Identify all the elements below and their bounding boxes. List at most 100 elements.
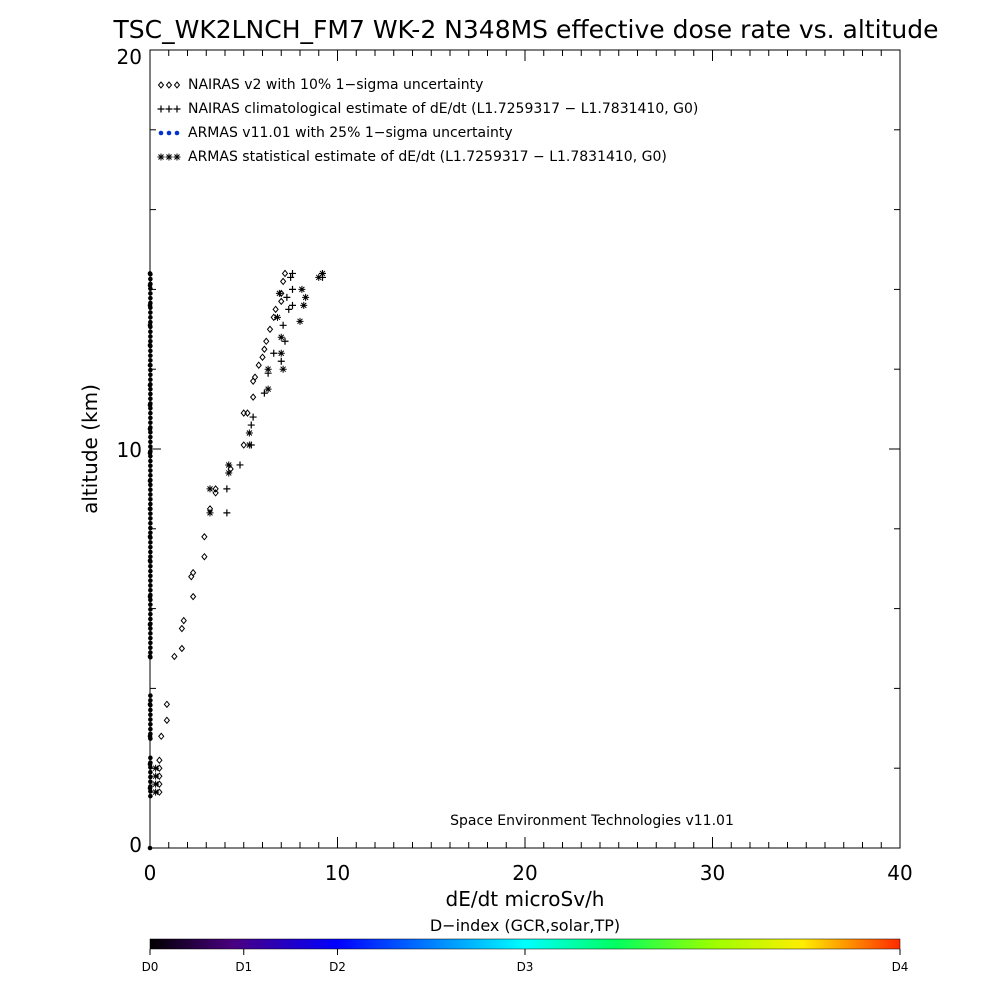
data-point	[266, 325, 274, 334]
data-point	[148, 760, 153, 765]
y-tick-label-0: 0	[129, 833, 142, 857]
data-point	[264, 365, 272, 373]
y-axis-label: altitude (km)	[78, 384, 102, 514]
data-point	[148, 377, 153, 382]
plot-frame	[149, 49, 901, 849]
y-tick-label-1: 10	[117, 438, 142, 462]
data-point	[148, 477, 153, 483]
data-point	[189, 592, 197, 601]
data-point	[148, 755, 153, 761]
x-axis-label: dE/dt microSv/h	[446, 887, 605, 911]
legend-label-nairas-v2: NAIRAS v2 with 10% 1−sigma uncertainty	[188, 77, 483, 93]
data-point	[148, 300, 153, 306]
colorbar-title: D−index (GCR,solar,TP)	[430, 916, 620, 935]
data-point	[148, 702, 153, 708]
data-point	[148, 607, 153, 612]
data-point	[148, 568, 153, 574]
data-point	[148, 386, 153, 392]
data-point	[302, 293, 310, 301]
data-point	[148, 722, 153, 727]
data-point	[148, 487, 153, 492]
data-point	[148, 406, 153, 411]
data-point	[148, 698, 153, 703]
data-point	[148, 372, 153, 378]
data-point	[277, 349, 285, 357]
data-point	[249, 413, 257, 421]
data-point	[148, 305, 153, 311]
data-point	[148, 276, 153, 282]
data-point	[283, 293, 291, 301]
data-point	[188, 572, 195, 581]
data-point	[148, 458, 153, 464]
data-point	[148, 310, 153, 315]
data-point	[180, 616, 187, 625]
data-point	[148, 281, 153, 287]
data-point	[212, 489, 219, 497]
legend-symbol-plus	[157, 105, 165, 113]
data-point	[225, 469, 233, 477]
data-point	[223, 509, 231, 517]
data-point	[148, 415, 153, 421]
data-point	[148, 468, 153, 473]
data-point	[279, 321, 287, 329]
data-point	[148, 382, 153, 387]
legend-symbol-asterisk	[157, 153, 165, 161]
data-point	[152, 780, 160, 788]
data-point	[148, 271, 153, 277]
data-point	[148, 769, 153, 775]
data-point	[264, 385, 272, 393]
data-point	[148, 549, 153, 555]
data-point	[148, 789, 153, 794]
data-point	[274, 313, 281, 321]
data-point	[148, 496, 153, 502]
data-point	[148, 473, 153, 478]
data-point	[148, 707, 153, 713]
x-tick-label-3: 30	[700, 861, 725, 885]
colorbar-label-d1: D1	[235, 960, 252, 974]
data-point	[148, 348, 153, 354]
data-point	[206, 485, 214, 493]
data-point	[300, 301, 308, 309]
data-point	[148, 583, 153, 588]
data-point	[212, 485, 219, 493]
data-point	[152, 788, 160, 796]
data-point	[272, 305, 279, 314]
data-point	[260, 389, 268, 397]
data-point	[148, 492, 153, 497]
legend-symbol-diamond	[157, 81, 165, 89]
data-point	[148, 358, 153, 363]
data-point	[148, 626, 153, 631]
data-point	[298, 285, 306, 293]
data-point	[289, 285, 296, 293]
data-point	[251, 373, 259, 381]
data-point	[148, 324, 153, 330]
data-point	[148, 291, 153, 296]
data-point	[148, 425, 153, 430]
data-point	[148, 616, 153, 622]
data-point	[148, 736, 153, 741]
data-point	[148, 793, 153, 799]
data-point	[281, 337, 289, 345]
chart-title: TSC_WK2LNCH_FM7 WK-2 N348MS effective do…	[113, 15, 939, 44]
colorbar-label-d0: D0	[142, 960, 159, 974]
data-point	[245, 441, 253, 449]
data-point	[148, 295, 153, 301]
data-point	[270, 313, 277, 322]
data-point	[261, 345, 268, 354]
data-point	[263, 337, 270, 346]
x-tick-label-1: 10	[325, 861, 350, 885]
data-point	[156, 788, 163, 796]
data-point	[148, 774, 153, 780]
data-point	[236, 461, 244, 469]
data-point	[148, 611, 153, 617]
data-point	[277, 333, 285, 341]
data-point	[148, 554, 153, 560]
data-point	[249, 393, 257, 401]
data-point	[148, 578, 153, 583]
data-point	[148, 367, 153, 373]
data-point	[148, 334, 153, 339]
data-point	[152, 764, 160, 772]
data-point	[148, 650, 153, 655]
data-point	[275, 289, 283, 297]
data-point	[148, 482, 153, 488]
